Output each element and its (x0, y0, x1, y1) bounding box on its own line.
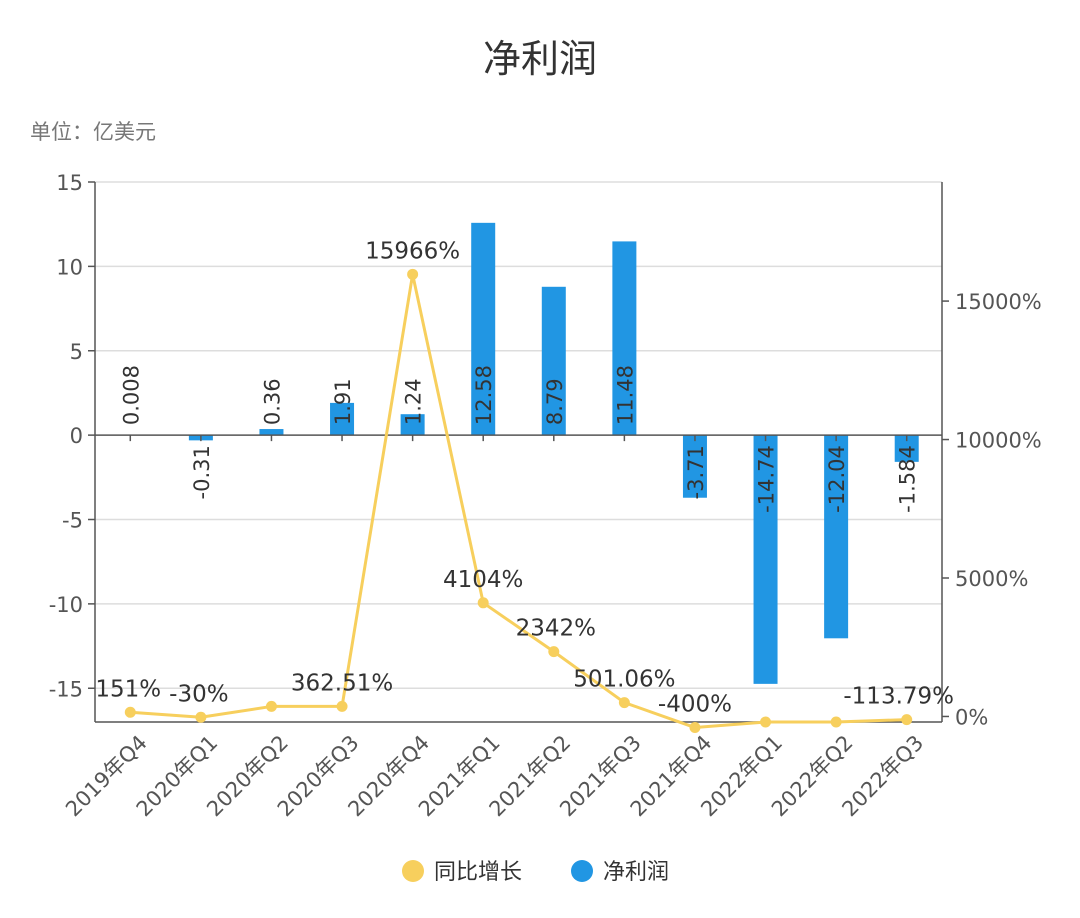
yoy-growth-point (195, 711, 207, 723)
yoy-growth-label: 4104% (443, 567, 523, 593)
right-axis-tick-label: 5000% (955, 567, 1028, 591)
bar-value-label: -0.31 (190, 445, 214, 499)
bar-value-label: 0.36 (260, 378, 284, 425)
left-axis-tick-label: 10 (56, 255, 83, 279)
net-profit-bar (753, 435, 778, 684)
yoy-growth-label: 151% (95, 676, 161, 702)
grid-lines (95, 181, 942, 689)
bar-value-label: 1.24 (402, 378, 426, 425)
bar-value-label: 0.008 (119, 365, 143, 425)
net-profit-bar (612, 241, 637, 436)
bar-value-label: -1.584 (896, 445, 920, 513)
yoy-growth-point (124, 706, 136, 718)
yoy-growth-point (407, 268, 419, 280)
yoy-growth-line (130, 272, 907, 730)
bar-value-label: -12.04 (825, 445, 849, 513)
right-axis-tick-label: 15000% (955, 290, 1042, 314)
net-profit-bar (682, 435, 707, 498)
bar-value-label: 8.79 (543, 378, 567, 425)
yoy-growth-point (618, 697, 630, 709)
unit-label: 单位：亿美元 (30, 120, 156, 144)
right-axis-tick-label: 0% (955, 705, 988, 729)
bar-value-label: 1.91 (331, 378, 355, 425)
yoy-growth-point (265, 700, 277, 712)
yoy-growth-point (477, 597, 489, 609)
net-profit-bar (400, 414, 425, 436)
yoy-growth-point (901, 714, 913, 726)
yoy-growth-point (548, 646, 560, 658)
yoy-growth-label: 2342% (516, 616, 596, 642)
legend-yoy-label: 同比增长 (434, 860, 522, 885)
legend-yoy-marker (402, 860, 424, 882)
net-profit-bar (259, 429, 284, 436)
left-axis-tick-label: -10 (49, 593, 83, 617)
bar-value-label: 11.48 (613, 365, 637, 425)
line-series (124, 268, 913, 734)
chart-title: 净利润 (483, 37, 597, 81)
yoy-growth-point (689, 722, 701, 734)
left-axis-tick-label: 15 (56, 171, 83, 195)
legend: 同比增长 净利润 (402, 860, 669, 885)
yoy-growth-point (830, 716, 842, 728)
net-profit-bar (330, 402, 355, 436)
right-axis-tick-label: 10000% (955, 429, 1042, 453)
legend-net-profit-marker (571, 860, 593, 882)
left-axis-tick-label: 5 (70, 340, 83, 364)
bar-value-label: -14.74 (755, 445, 779, 513)
bar-series (118, 222, 919, 684)
yoy-growth-label: -30% (169, 681, 228, 707)
bar-value-label: -3.71 (684, 445, 708, 499)
left-axis-tick-label: -15 (49, 677, 83, 701)
data-labels: 0.008 -0.31 0.36 1.91 1.24 12.58 8.79 11.48 -3.7… (95, 238, 954, 717)
yoy-growth-label: -113.79% (843, 684, 954, 710)
yoy-growth-label: 501.06% (573, 667, 675, 693)
net-profit-bar (541, 286, 566, 436)
yoy-growth-label: -400% (658, 692, 732, 718)
yoy-growth-label: 15966% (365, 238, 460, 264)
net-profit-bar (824, 435, 849, 639)
left-axis-tick-label: -5 (62, 509, 83, 533)
yoy-growth-label: 362.51% (291, 670, 393, 696)
yoy-growth-point (336, 700, 348, 712)
bar-value-label: 12.58 (472, 365, 496, 425)
yoy-growth-point (760, 716, 772, 728)
net-profit-bar (471, 222, 496, 436)
legend-net-profit-label: 净利润 (603, 860, 669, 885)
left-axis-tick-label: 0 (70, 424, 83, 448)
